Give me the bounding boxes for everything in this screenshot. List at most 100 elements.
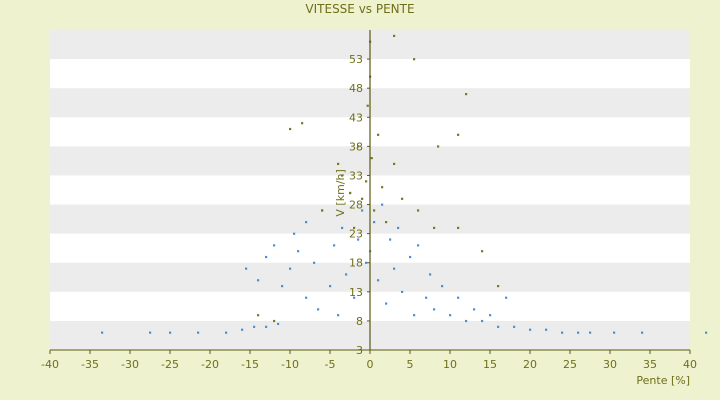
data-point-blue — [429, 273, 432, 276]
data-point-blue — [561, 331, 564, 334]
y-tick-label: 28 — [349, 199, 363, 212]
data-point-blue — [333, 244, 336, 247]
data-point-blue — [577, 331, 580, 334]
data-point-olive — [341, 174, 344, 177]
y-tick-label: 13 — [349, 286, 363, 299]
data-point-blue — [417, 244, 420, 247]
y-tick-label: 33 — [349, 169, 363, 182]
data-point-blue — [293, 232, 296, 235]
data-point-blue — [393, 267, 396, 270]
x-tick-label: -30 — [121, 358, 139, 371]
data-point-blue — [337, 314, 340, 317]
data-point-blue — [385, 302, 388, 305]
x-axis-ticks: -40 -35 -30 -25 -20 -15 -10 -5 0 5 10 15 20 25 30 35 40 — [41, 349, 697, 371]
data-point-olive — [365, 180, 368, 183]
y-tick-label: 8 — [356, 315, 363, 328]
data-point-blue — [545, 328, 548, 331]
data-point-blue — [265, 255, 268, 259]
x-tick-label: -25 — [161, 358, 179, 371]
data-point-blue — [329, 285, 332, 288]
data-point-blue — [409, 255, 412, 259]
data-point-blue — [169, 331, 172, 334]
x-tick-label: -20 — [201, 358, 219, 371]
data-point-blue — [397, 226, 400, 230]
data-point-blue — [433, 308, 436, 311]
x-tick-label: 40 — [683, 358, 697, 371]
data-point-blue — [373, 221, 376, 224]
x-tick-label: -5 — [325, 358, 336, 371]
x-tick-label: -10 — [281, 358, 299, 371]
data-point-blue — [297, 250, 300, 253]
data-point-blue — [361, 209, 364, 212]
data-point-olive — [337, 162, 340, 166]
data-point-blue — [613, 331, 616, 334]
data-point-blue — [289, 267, 292, 270]
data-point-blue — [241, 328, 244, 331]
data-point-blue — [401, 290, 404, 294]
data-point-blue — [277, 322, 280, 326]
data-point-blue — [457, 296, 460, 299]
x-tick-label: 15 — [483, 358, 497, 371]
data-point-blue — [365, 261, 368, 264]
x-tick-label: 0 — [367, 358, 374, 371]
y-tick-label: 38 — [349, 140, 363, 153]
data-point-blue — [353, 296, 356, 299]
data-point-blue — [449, 314, 452, 317]
data-point-olive — [385, 221, 388, 224]
x-tick-label: 25 — [563, 358, 577, 371]
data-point-olive — [321, 209, 324, 212]
data-point-blue — [441, 285, 444, 288]
data-point-blue — [305, 221, 308, 224]
data-point-blue — [465, 319, 468, 323]
data-point-blue — [253, 325, 256, 328]
data-point-olive — [457, 226, 460, 230]
x-tick-label: 30 — [603, 358, 617, 371]
y-tick-label: 48 — [349, 82, 363, 95]
chart-title: VITESSE vs PENTE — [305, 2, 415, 16]
x-tick-label: 10 — [443, 358, 457, 371]
data-point-blue — [481, 319, 484, 323]
data-point-olive — [289, 127, 292, 131]
y-tick-label: 53 — [349, 53, 363, 66]
y-tick-label: 43 — [349, 111, 363, 124]
data-point-blue — [473, 308, 476, 311]
data-point-olive — [357, 145, 360, 148]
data-point-olive — [273, 319, 276, 323]
x-tick-label: -15 — [241, 358, 259, 371]
data-point-olive — [417, 209, 420, 212]
data-point-blue — [341, 226, 344, 230]
y-tick-label: 18 — [349, 257, 363, 270]
data-point-olive — [381, 186, 384, 189]
data-point-blue — [257, 279, 260, 282]
data-point-blue — [377, 279, 380, 282]
data-point-blue — [101, 331, 104, 334]
x-tick-label: -35 — [81, 358, 99, 371]
data-point-blue — [529, 328, 532, 331]
data-point-blue — [705, 331, 708, 334]
y-tick-label: 23 — [349, 228, 363, 241]
data-point-blue — [425, 296, 428, 299]
x-tick-label: 35 — [643, 358, 657, 371]
data-point-olive — [393, 162, 396, 166]
data-point-blue — [505, 296, 508, 299]
data-point-blue — [357, 238, 360, 241]
data-point-olive — [465, 93, 468, 96]
data-point-blue — [197, 331, 200, 334]
data-point-olive — [481, 250, 484, 253]
data-point-olive — [373, 209, 376, 212]
data-point-blue — [497, 325, 500, 328]
data-point-olive — [370, 157, 373, 160]
data-point-olive — [361, 197, 364, 200]
data-point-blue — [317, 308, 320, 311]
data-point-olive — [393, 34, 396, 38]
x-tick-label: 20 — [523, 358, 537, 371]
data-point-blue — [381, 203, 384, 206]
data-point-blue — [589, 331, 592, 334]
y-tick-label: 3 — [356, 344, 363, 357]
data-point-olive — [457, 133, 460, 136]
x-tick-label: -40 — [41, 358, 59, 371]
data-point-blue — [413, 314, 416, 317]
data-points — [101, 34, 708, 334]
data-point-blue — [305, 296, 308, 299]
